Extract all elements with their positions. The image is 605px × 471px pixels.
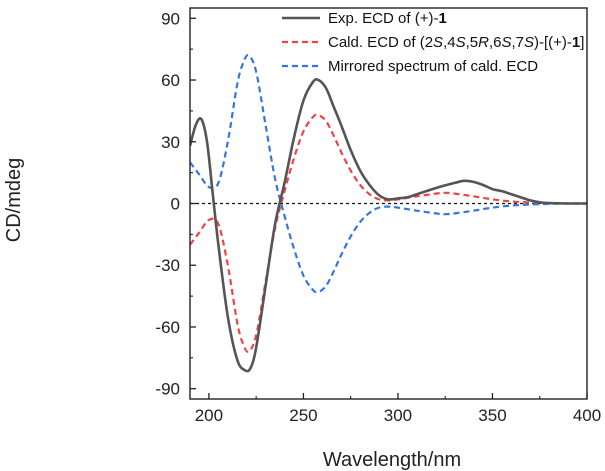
x-tick-label: 250 [289, 406, 317, 425]
x-tick-label: 350 [478, 406, 506, 425]
series-line-2 [190, 113, 587, 353]
legend-label-2: Cald. ECD of (2S,4S,5R,6S,7S)-[(+)-1] [328, 34, 584, 51]
y-tick-label: 30 [161, 133, 180, 152]
x-tick-label: 300 [384, 406, 412, 425]
series-layer [190, 54, 587, 373]
legend-label-1: Exp. ECD of (+)-1 [328, 10, 447, 27]
y-tick-label: 90 [161, 9, 180, 28]
series-line-1 [190, 78, 587, 373]
x-tick-label: 200 [195, 406, 223, 425]
y-tick-label: -30 [155, 256, 180, 275]
y-tick-label: -90 [155, 380, 180, 399]
x-axis-title: Wavelength/nm [323, 449, 461, 471]
y-tick-label: 0 [171, 195, 180, 214]
y-axis-title: CD/mdeg [3, 158, 25, 242]
legend-label-3: Mirrored spectrum of cald. ECD [328, 58, 538, 75]
series-line-3 [190, 54, 587, 294]
y-tick-label: -60 [155, 318, 180, 337]
x-tick-label: 400 [573, 406, 601, 425]
legend: Exp. ECD of (+)-1 Cald. ECD of (2S,4S,5R,… [282, 10, 584, 75]
y-tick-label: 60 [161, 71, 180, 90]
